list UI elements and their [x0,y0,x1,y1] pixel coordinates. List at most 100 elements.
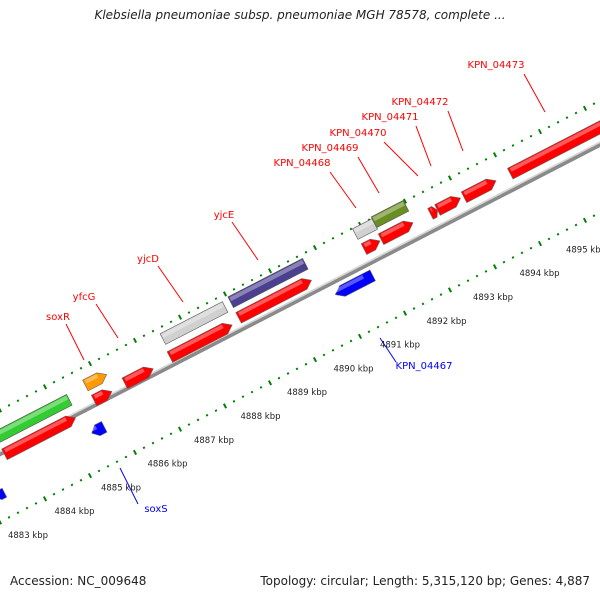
gene-label-KPN_04470[interactable]: KPN_04470 [330,128,387,139]
reverse-tick [259,386,263,389]
label-leader-line [415,125,432,167]
gene-label-KPN_04473[interactable]: KPN_04473 [468,60,525,71]
reverse-tick [42,496,48,502]
forward-tick [304,250,308,254]
forward-tick [430,185,434,189]
ruler-label: 4891 kbp [380,341,420,351]
reverse-tick [177,426,183,432]
reverse-tick [421,302,425,306]
reverse-tick [267,380,273,386]
reverse-tick [447,287,453,293]
forward-tick [250,278,254,282]
label-leader-line [447,110,464,152]
map-title: Klebsiella pneumoniae subsp. pneumoniae … [94,8,506,22]
ruler-label: 4886 kbp [147,460,187,470]
cds-arrow-reverse[interactable] [333,269,376,300]
reverse-tick [304,362,308,366]
cds-arrow[interactable] [166,320,235,363]
forward-tick [277,264,281,268]
reverse-tick [466,279,470,283]
gene-label-soxS[interactable]: soxS [144,504,167,515]
forward-tick [322,241,326,245]
cds-arrow[interactable] [427,205,441,220]
label-leader-line [65,323,85,361]
ruler-label: 4893 kbp [473,293,513,303]
label-leader-line [95,303,119,339]
forward-tick [520,139,524,143]
gene-label-yfcG[interactable]: yfcG [73,292,96,303]
cds-arrow[interactable] [377,217,415,245]
reverse-tick [565,228,569,231]
cds-arrow-reverse[interactable] [0,487,8,501]
ruler-label: 4890 kbp [333,364,373,374]
gene-label-KPN_04472[interactable]: KPN_04472 [392,97,449,108]
forward-tick [87,360,93,367]
forward-tick [222,291,228,297]
reverse-tick [367,330,371,334]
ruler-label: 4885 kbp [101,483,141,493]
reverse-tick [16,511,20,515]
cds-arrow[interactable] [507,117,600,180]
gene-label-KPN_04469[interactable]: KPN_04469 [302,143,359,154]
forward-tick [115,348,119,352]
cds-arrow[interactable] [90,386,114,407]
gene-label-KPN_04468[interactable]: KPN_04468 [274,158,331,169]
gene-features [0,117,600,501]
forward-tick [447,175,453,181]
backbone-highlight [0,141,600,453]
reverse-tick [214,409,218,412]
gene-label-soxR[interactable]: soxR [46,312,70,323]
gene-label-KPN_04471[interactable]: KPN_04471 [362,112,419,123]
forward-tick [79,366,83,370]
gene-arrow[interactable] [82,369,110,392]
forward-tick [52,380,56,384]
gene-bar[interactable] [370,200,410,228]
label-leader-line [523,73,546,113]
reverse-tick [322,353,326,357]
reverse-tick [430,297,434,301]
cds-arrow[interactable] [460,175,498,203]
cds-arrow[interactable] [360,236,382,255]
reverse-tick [132,449,138,456]
reverse-tick [385,321,389,324]
gene-label-KPN_04467[interactable]: KPN_04467 [396,361,453,372]
forward-tick [492,152,498,158]
reverse-tick [142,446,146,450]
forward-tick [286,260,290,263]
gene-label-yjcE[interactable]: yjcE [214,210,235,221]
cds-arrow-reverse[interactable] [89,421,108,438]
label-leader-line [357,156,380,194]
gene-bar[interactable] [227,258,309,308]
gene-label-yjcD[interactable]: yjcD [137,254,159,265]
gene-bar[interactable] [159,301,229,345]
forward-tick [34,390,38,393]
forward-tick [16,399,20,403]
cds-arrow[interactable] [434,193,464,216]
reverse-tick [7,516,11,519]
reverse-tick [457,283,461,287]
forward-tick [529,134,533,138]
cds-arrow[interactable] [235,275,314,324]
forward-tick [502,148,506,152]
cds-arrow[interactable] [1,412,79,461]
accession-label: Accession: NC_009648 [10,574,147,588]
forward-tick [132,337,138,344]
reverse-tick [376,325,380,329]
reverse-tick [79,478,83,482]
forward-tick [241,283,245,287]
forward-tick [457,171,461,175]
forward-tick [106,352,110,356]
gene-bar[interactable] [0,394,73,444]
reverse-tick [537,240,543,247]
forward-tick [160,325,164,328]
forward-tick [556,120,560,124]
forward-tick [331,236,335,240]
reverse-tick [492,264,498,270]
forward-tick [340,232,344,236]
reverse-tick [124,455,128,459]
cds-arrow[interactable] [121,363,156,390]
reverse-tick [115,460,119,464]
forward-tick [7,404,11,407]
reverse-tick [502,260,506,264]
